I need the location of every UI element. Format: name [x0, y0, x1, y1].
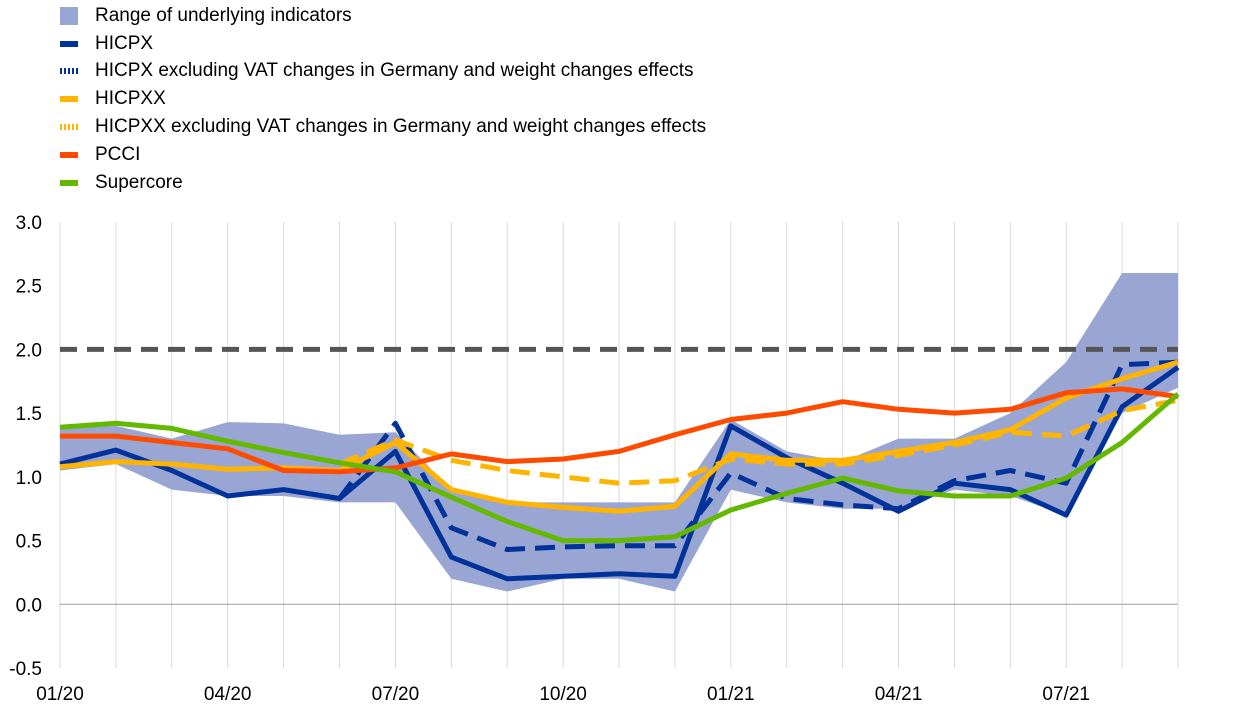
y-tick-label: 2.0	[16, 340, 42, 361]
legend-item-range: Range of underlying indicators	[60, 2, 706, 30]
x-tick-label: 01/20	[36, 684, 84, 705]
x-tick-label: 07/21	[1042, 684, 1090, 705]
legend-label-range: Range of underlying indicators	[95, 4, 352, 26]
range-band	[60, 272, 1178, 592]
series-lines	[59, 359, 1180, 582]
x-tick-label: 10/20	[539, 684, 587, 705]
legend-item-hicpx-excl: HICPX excluding VAT changes in Germany a…	[60, 58, 706, 86]
legend-label-pcci: PCCI	[95, 143, 141, 165]
series-line-5	[59, 392, 1180, 544]
legend-label-hicpxx-excl: HICPXX excluding VAT changes in Germany …	[95, 116, 707, 138]
series-line-3	[338, 397, 1179, 486]
legend-swatch-hicpx	[60, 40, 78, 47]
x-tick-label: 04/21	[875, 684, 923, 705]
legend-item-hicpxx: HICPXX	[60, 85, 706, 113]
x-tick-label: 07/20	[372, 684, 420, 705]
y-tick-label: 0.0	[16, 595, 42, 616]
legend-label-supercore: Supercore	[95, 171, 183, 193]
series-line-2	[59, 359, 1179, 514]
y-tick-label: -0.5	[9, 659, 42, 680]
tick-labels: 3.0 2.5 2.0 1.5 1.0 0.5 0.0 -0.5 01/20 04/20 07/20…	[9, 213, 1090, 705]
legend-swatch-hicpxx-excl	[60, 124, 78, 131]
series-line-1	[337, 359, 1179, 552]
x-tick-label: 04/20	[204, 684, 252, 705]
legend: Range of underlying indicators HICPX HIC…	[60, 2, 706, 197]
legend-swatch-hicpx-excl	[60, 68, 78, 75]
series-line-0	[59, 365, 1180, 582]
legend-item-hicpxx-excl: HICPXX excluding VAT changes in Germany …	[60, 113, 706, 141]
y-tick-label: 1.0	[16, 468, 42, 489]
legend-swatch-range	[60, 6, 78, 25]
x-tick-label: 01/21	[707, 684, 755, 705]
y-tick-label: 0.5	[16, 532, 42, 553]
y-tick-label: 1.5	[16, 404, 42, 425]
legend-item-hicpx: HICPX	[60, 30, 706, 58]
legend-swatch-pcci	[60, 151, 78, 158]
legend-item-pcci: PCCI	[60, 141, 706, 169]
legend-item-supercore: Supercore	[60, 169, 706, 197]
legend-swatch-hicpxx	[60, 96, 78, 103]
legend-label-hicpxx: HICPXX	[95, 88, 166, 110]
legend-label-hicpx: HICPX	[95, 32, 154, 54]
y-tick-label: 2.5	[16, 277, 42, 298]
legend-swatch-supercore	[60, 179, 78, 186]
series-line-4	[60, 386, 1179, 475]
legend-label-hicpx-excl: HICPX excluding VAT changes in Germany a…	[95, 60, 694, 82]
range-area	[60, 272, 1178, 592]
y-tick-label: 3.0	[16, 213, 42, 234]
